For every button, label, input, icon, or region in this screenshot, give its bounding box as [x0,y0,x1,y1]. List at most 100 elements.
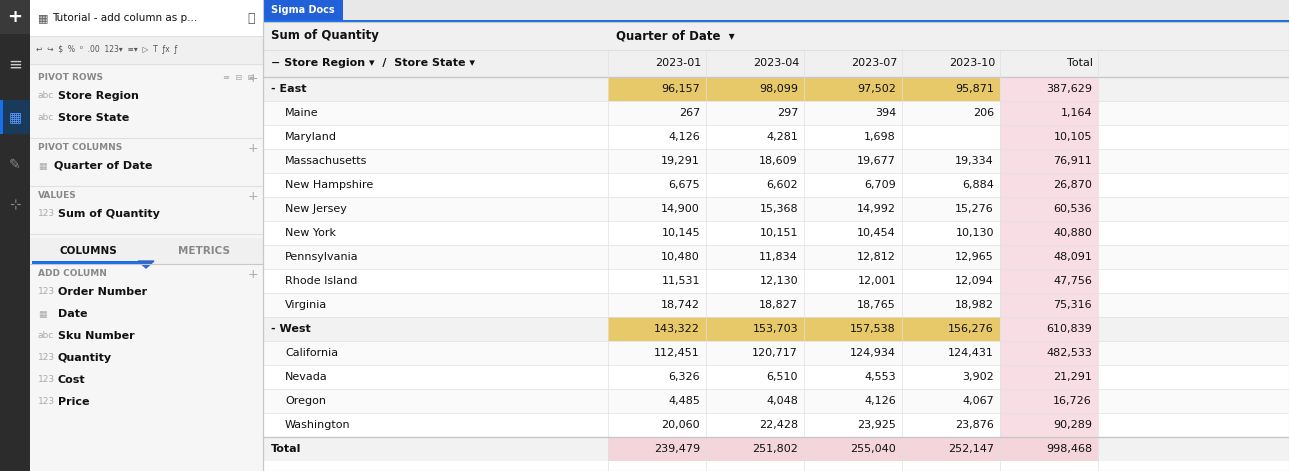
Bar [902,413,1000,437]
Bar [902,77,1000,101]
Bar [706,413,804,437]
Text: New York: New York [285,228,336,238]
Bar [263,413,1289,437]
Bar [263,149,1289,173]
Text: 19,291: 19,291 [661,156,700,166]
Text: Order Number: Order Number [58,287,147,297]
Text: abc: abc [37,91,54,100]
Text: 6,884: 6,884 [962,180,994,190]
Text: 6,510: 6,510 [767,372,798,382]
Bar [263,197,1289,221]
Bar [1000,341,1098,365]
Text: Pennsylvania: Pennsylvania [285,252,358,262]
Text: Sum of Quantity: Sum of Quantity [58,209,160,219]
Bar [0,0,30,471]
Bar [804,149,902,173]
Text: 12,130: 12,130 [759,276,798,286]
Bar [706,245,804,269]
Bar [902,365,1000,389]
Text: Maine: Maine [285,108,318,118]
Text: 98,099: 98,099 [759,84,798,94]
Text: 998,468: 998,468 [1045,444,1092,454]
Text: 251,802: 251,802 [751,444,798,454]
Text: ↩  ↪  $  %  ⁰  .00  123▾  ≡▾  ▷  T  ƒx  ƒ: ↩ ↪ $ % ⁰ .00 123▾ ≡▾ ▷ T ƒx ƒ [36,46,178,55]
Bar [1000,77,1098,101]
Text: New Hampshire: New Hampshire [285,180,374,190]
Text: 239,479: 239,479 [654,444,700,454]
Bar [608,77,706,101]
Text: 2023-04: 2023-04 [753,58,799,68]
Bar [608,101,706,125]
Bar [804,341,902,365]
Text: 4,553: 4,553 [865,372,896,382]
Text: ⊹: ⊹ [9,198,21,212]
Bar [1000,149,1098,173]
Text: 4,485: 4,485 [668,396,700,406]
Bar [0,100,30,134]
Bar [804,197,902,221]
Text: 1,698: 1,698 [864,132,896,142]
Text: ≡  ⊟  ⊞: ≡ ⊟ ⊞ [223,73,254,82]
Text: 48,091: 48,091 [1053,252,1092,262]
Text: ✎: ✎ [9,158,21,172]
Text: +: + [247,189,258,203]
Bar [1000,197,1098,221]
Text: +: + [247,141,258,154]
Bar [263,125,1289,149]
Text: 252,147: 252,147 [947,444,994,454]
Bar [263,293,1289,317]
Text: ▦: ▦ [37,309,46,318]
Text: Quarter of Date: Quarter of Date [54,161,152,171]
Bar [902,149,1000,173]
Bar [706,293,804,317]
Text: Massachusetts: Massachusetts [285,156,367,166]
Bar [804,77,902,101]
Bar [902,317,1000,341]
Text: 4,281: 4,281 [766,132,798,142]
Text: 153,703: 153,703 [753,324,798,334]
Text: 4,048: 4,048 [766,396,798,406]
Bar [706,149,804,173]
Bar [902,269,1000,293]
Text: 143,322: 143,322 [654,324,700,334]
Bar [1000,173,1098,197]
Text: 267: 267 [679,108,700,118]
Text: 10,454: 10,454 [857,228,896,238]
Text: Sigma Docs: Sigma Docs [271,5,335,15]
Text: 47,756: 47,756 [1053,276,1092,286]
Bar [706,317,804,341]
Text: Sum of Quantity: Sum of Quantity [271,30,379,42]
Text: 75,316: 75,316 [1053,300,1092,310]
Bar [263,389,1289,413]
Bar [804,173,902,197]
Bar [1000,293,1098,317]
Bar [706,221,804,245]
Text: Date: Date [58,309,88,319]
Text: 4,126: 4,126 [668,132,700,142]
Text: 10,145: 10,145 [661,228,700,238]
Bar [706,365,804,389]
Text: 482,533: 482,533 [1047,348,1092,358]
Polygon shape [138,261,153,268]
Bar [263,365,1289,389]
Text: 120,717: 120,717 [751,348,798,358]
Text: 6,326: 6,326 [669,372,700,382]
Bar [608,365,706,389]
Bar [902,125,1000,149]
Text: +: + [8,8,22,26]
Bar [30,36,263,64]
Bar [263,22,1289,471]
Text: 40,880: 40,880 [1053,228,1092,238]
Text: 18,765: 18,765 [857,300,896,310]
Bar [804,125,902,149]
Text: 610,839: 610,839 [1047,324,1092,334]
Text: 12,001: 12,001 [857,276,896,286]
Bar [263,173,1289,197]
Text: Washington: Washington [285,420,351,430]
Bar [804,413,902,437]
Text: 11,531: 11,531 [661,276,700,286]
Text: 123: 123 [37,210,55,219]
Bar [1000,221,1098,245]
Text: abc: abc [37,332,54,341]
Text: − Store Region ▾  /  Store State ▾: − Store Region ▾ / Store State ▾ [271,58,476,68]
